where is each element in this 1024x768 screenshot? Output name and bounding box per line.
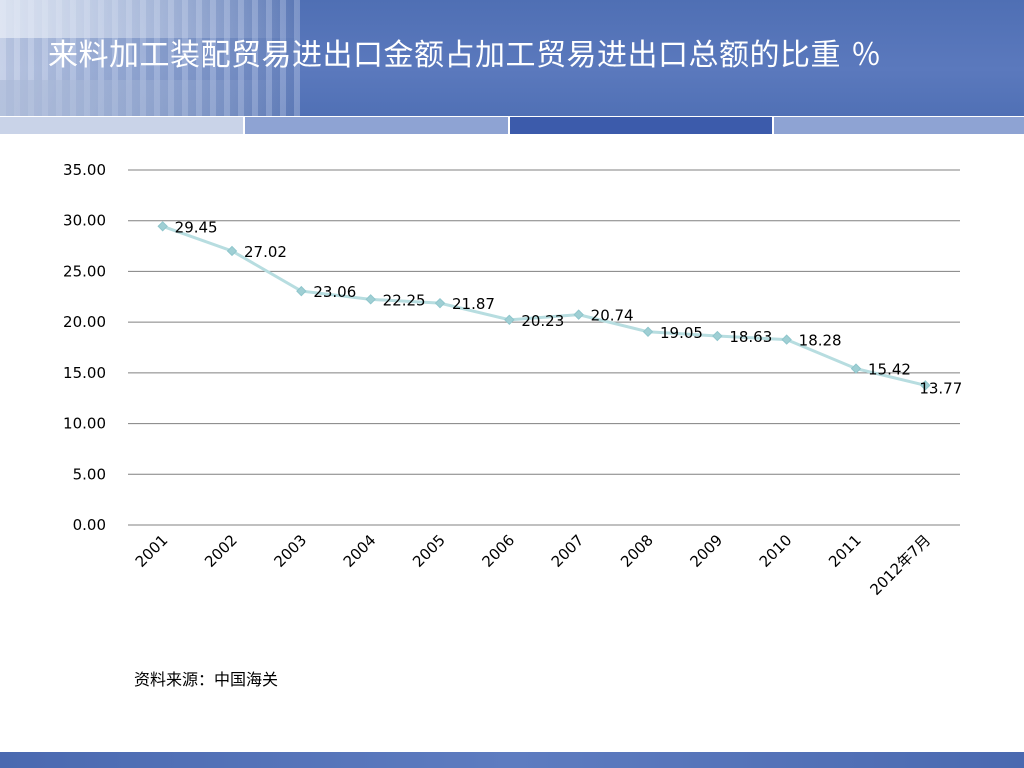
data-label: 29.45 <box>175 218 218 236</box>
x-tick-label: 2011 <box>825 531 865 571</box>
x-tick-label: 2002 <box>201 531 241 571</box>
y-tick-label: 30.00 <box>63 212 106 230</box>
y-tick-label: 5.00 <box>73 465 106 483</box>
accent-band-2 <box>245 117 508 134</box>
y-tick-label: 25.00 <box>63 262 106 280</box>
data-point-marker <box>226 245 238 257</box>
x-tick-label: 2005 <box>409 531 449 571</box>
data-label: 18.28 <box>799 332 842 350</box>
x-tick-label: 2003 <box>270 531 310 571</box>
y-tick-label: 10.00 <box>63 415 106 433</box>
y-tick-label: 0.00 <box>73 516 106 534</box>
data-label: 23.06 <box>313 283 356 301</box>
data-point-marker <box>920 380 931 391</box>
photo-sky <box>0 0 300 38</box>
data-label: 18.63 <box>729 328 772 346</box>
footer-bar <box>0 752 1024 768</box>
series-line <box>162 224 926 387</box>
data-point-marker <box>504 314 515 326</box>
slide-title: 来料加工装配贸易进出口金额占加工贸易进出口总额的比重 ％ <box>48 38 882 73</box>
data-label: 13.77 <box>919 379 962 397</box>
x-tick-label: 2007 <box>548 531 588 571</box>
data-label: 27.02 <box>244 243 287 261</box>
photo-water-reflection <box>0 80 300 116</box>
x-tick-label: 2001 <box>132 531 172 571</box>
data-point-marker <box>642 326 654 337</box>
data-point-marker <box>850 363 862 374</box>
header-banner: 来料加工装配贸易进出口金额占加工贸易进出口总额的比重 ％ <box>0 0 1024 116</box>
data-point-marker <box>712 330 723 342</box>
data-label: 22.25 <box>383 291 426 309</box>
series-line-path <box>162 224 926 387</box>
y-tick-label: 35.00 <box>63 161 106 179</box>
x-tick-label: 2008 <box>617 531 657 571</box>
data-label: 20.23 <box>521 312 564 330</box>
y-tick-label: 20.00 <box>63 313 106 331</box>
accent-band-3 <box>510 117 772 134</box>
accent-band-1 <box>0 117 243 134</box>
data-point-marker <box>781 334 792 345</box>
data-label: 19.05 <box>660 324 703 342</box>
line-chart: 0.00 5.00 10.00 15.00 20.00 25.00 30.00 35.00 2… <box>63 161 963 599</box>
data-point-marker <box>365 294 376 305</box>
y-tick-label: 15.00 <box>63 364 106 382</box>
data-label: 15.42 <box>868 361 911 379</box>
x-tick-label: 2009 <box>686 531 726 571</box>
data-source-note: 资料来源：中国海关 <box>134 670 279 689</box>
x-tick-label: 2004 <box>340 531 380 571</box>
data-label: 20.74 <box>591 307 634 325</box>
x-axis-tick-labels: 2001 2002 2003 2004 2005 2006 2007 2008 2009 2010… <box>132 531 934 599</box>
y-axis-tick-labels: 0.00 5.00 10.00 15.00 20.00 25.00 30.00 35.00 <box>63 161 106 534</box>
data-point-marker <box>434 297 446 309</box>
accent-band-4 <box>774 117 1024 134</box>
x-tick-label: 2006 <box>478 531 518 571</box>
x-tick-label: 2012年7月 <box>866 531 934 599</box>
series-markers <box>157 221 931 391</box>
data-point-marker <box>157 221 168 232</box>
data-point-marker <box>296 285 307 297</box>
data-label: 21.87 <box>452 295 495 313</box>
x-tick-label: 2010 <box>756 531 796 571</box>
data-point-marker <box>573 309 584 320</box>
data-labels: 29.45 27.02 23.06 22.25 21.87 20.23 20.74 19.05… <box>175 218 963 397</box>
